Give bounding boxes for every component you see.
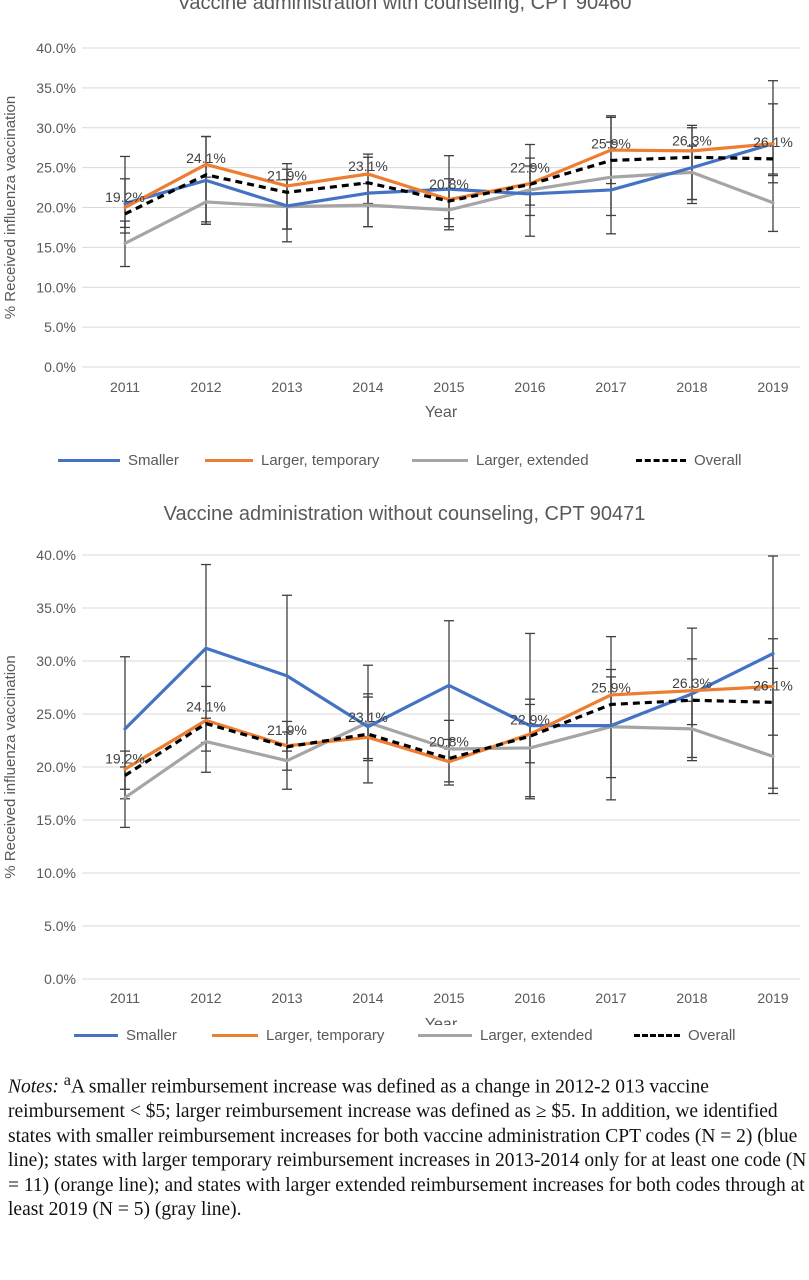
data-label: 26.3% — [672, 675, 712, 691]
data-label: 24.1% — [186, 699, 226, 715]
y-tick-label: 20.0% — [36, 759, 76, 775]
legend-swatch-larger-extended — [418, 1034, 472, 1037]
legend-label: Larger, extended — [480, 1027, 593, 1044]
y-tick-label: 5.0% — [44, 918, 76, 934]
series-line-larger-extended — [123, 720, 775, 800]
y-axis-title: % Received influenza vaccination — [2, 96, 19, 319]
series-line-overall — [124, 155, 774, 216]
x-tick-label: 2016 — [514, 379, 545, 395]
x-tick-label: 2019 — [757, 990, 788, 1006]
data-label: 26.1% — [753, 134, 793, 150]
data-label: 20.8% — [429, 734, 469, 750]
notes-lead: Notes: — [8, 1076, 59, 1098]
data-label: 19.2% — [105, 189, 145, 205]
chart-plot-area: 0.0% 5.0% 10.0% 15.0% 20.0% 25.0% 30.0% 35.0% 40… — [2, 547, 800, 1025]
series-line-smaller — [123, 142, 775, 208]
data-label: 21.9% — [267, 722, 307, 738]
legend-swatch-overall — [636, 459, 686, 462]
x-tick-label: 2012 — [190, 990, 221, 1006]
notes-text: A smaller reimbursement increase was def… — [8, 1076, 807, 1221]
legend-label: Overall — [688, 1027, 736, 1044]
legend-label: Overall — [694, 452, 742, 469]
legend-item-larger-extended: Larger, extended — [418, 1027, 593, 1044]
legend-item-larger-temporary: Larger, temporary — [205, 452, 379, 469]
legend-item-smaller: Smaller — [58, 452, 179, 469]
legend-item-overall: Overall — [634, 1027, 736, 1044]
series-line-overall — [124, 698, 774, 777]
y-tick-label: 15.0% — [36, 239, 76, 255]
legend-swatch-smaller — [58, 459, 120, 462]
x-tick-label: 2012 — [190, 379, 221, 395]
series-line-smaller — [123, 646, 775, 731]
legend-item-larger-temporary: Larger, temporary — [212, 1027, 384, 1044]
legend-swatch-smaller — [74, 1034, 118, 1037]
y-tick-label: 35.0% — [36, 80, 76, 96]
legend-label: Larger, extended — [476, 452, 589, 469]
x-tick-label: 2015 — [433, 990, 464, 1006]
y-tick-label: 30.0% — [36, 653, 76, 669]
y-tick-label: 25.0% — [36, 160, 76, 176]
data-label: 23.1% — [348, 709, 388, 725]
data-label: 21.9% — [267, 167, 307, 183]
legend-item-overall: Overall — [636, 452, 742, 469]
y-tick-label: 0.0% — [44, 971, 76, 987]
x-tick-label: 2018 — [676, 379, 707, 395]
figure-notes: Notes: aA smaller reimbursement increase… — [8, 1068, 808, 1223]
x-tick-label: 2016 — [514, 990, 545, 1006]
legend-label: Smaller — [128, 452, 179, 469]
data-label: 23.1% — [348, 158, 388, 174]
data-label: 25.9% — [591, 135, 631, 151]
x-axis-title: Year — [425, 1016, 458, 1025]
chart-title: Vaccine administration without counselin… — [163, 503, 646, 525]
x-tick-label: 2013 — [271, 379, 302, 395]
y-tick-label: 30.0% — [36, 120, 76, 136]
chart-plot-area: 0.0% 5.0% 10.0% 15.0% 20.0% 25.0% 30.0% 35.0% 40… — [2, 40, 800, 421]
y-tick-label: 10.0% — [36, 279, 76, 295]
y-tick-label: 35.0% — [36, 600, 76, 616]
x-tick-label: 2014 — [352, 379, 383, 395]
y-tick-label: 40.0% — [36, 547, 76, 563]
legend-item-smaller: Smaller — [74, 1027, 177, 1044]
legend-swatch-larger-temporary — [205, 459, 253, 462]
y-tick-label: 5.0% — [44, 319, 76, 335]
y-tick-label: 15.0% — [36, 812, 76, 828]
legend-swatch-overall — [634, 1034, 680, 1037]
legend-swatch-larger-temporary — [212, 1034, 258, 1037]
x-tick-label: 2014 — [352, 990, 383, 1006]
notes-superscript: a — [63, 1071, 72, 1089]
y-tick-label: 10.0% — [36, 865, 76, 881]
x-axis-title: Year — [425, 404, 458, 421]
chart-cpt-90460: Vaccine administration with counseling, … — [0, 0, 809, 490]
x-tick-label: 2019 — [757, 379, 788, 395]
x-tick-label: 2017 — [595, 379, 626, 395]
y-tick-label: 0.0% — [44, 359, 76, 375]
y-tick-label: 20.0% — [36, 200, 76, 216]
x-tick-label: 2011 — [110, 379, 140, 395]
y-tick-label: 40.0% — [36, 40, 76, 56]
data-label: 24.1% — [186, 150, 226, 166]
legend-label: Larger, temporary — [266, 1027, 385, 1044]
chart-cpt-90471: Vaccine administration without counselin… — [0, 495, 809, 1060]
x-tick-label: 2015 — [433, 379, 464, 395]
x-tick-label: 2011 — [110, 990, 140, 1006]
data-label: 26.1% — [753, 677, 793, 693]
x-tick-label: 2018 — [676, 990, 707, 1006]
series-line-larger-temporary — [123, 684, 775, 771]
legend-label: Smaller — [126, 1027, 177, 1044]
data-label: 20.8% — [429, 176, 469, 192]
legend-label: Larger, temporary — [261, 452, 380, 469]
data-label: 25.9% — [591, 679, 631, 695]
y-tick-label: 25.0% — [36, 706, 76, 722]
legend-swatch-larger-extended — [412, 459, 468, 462]
data-label: 22.9% — [510, 711, 550, 727]
chart-title: Vaccine administration with counseling, … — [177, 0, 632, 14]
data-label: 22.9% — [510, 159, 550, 175]
data-label: 26.3% — [672, 132, 712, 148]
data-label: 19.2% — [105, 750, 145, 766]
x-tick-label: 2017 — [595, 990, 626, 1006]
y-axis-title: % Received influenza vaccination — [2, 655, 19, 878]
x-tick-label: 2013 — [271, 990, 302, 1006]
legend-item-larger-extended: Larger, extended — [412, 452, 589, 469]
